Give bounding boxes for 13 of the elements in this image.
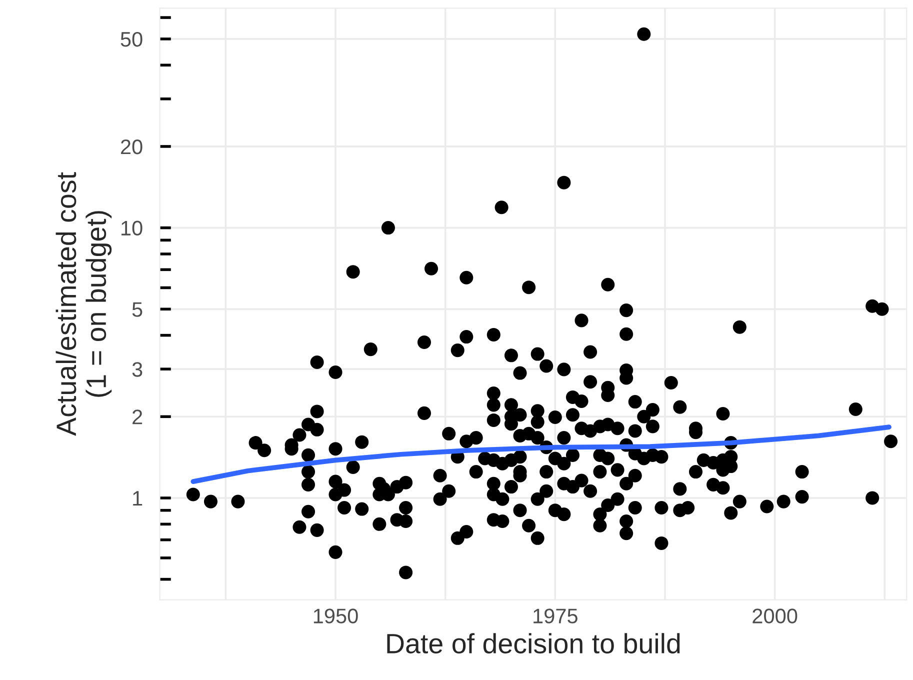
x-tick-label: 1975 <box>534 608 578 624</box>
y-tick-label: 3 <box>132 362 142 377</box>
line-series <box>190 424 892 484</box>
y-tick-label: 5 <box>132 302 142 317</box>
x-axis-title: Date of decision to build <box>387 633 680 654</box>
y-tick-label: 50 <box>120 32 142 47</box>
y-tick-label: 1 <box>133 491 142 506</box>
y-tick-label: 2 <box>132 410 142 424</box>
y-axis-title: Actual/estimated cost (1 = on budget) <box>56 172 112 436</box>
y-tick-label: 20 <box>120 139 142 154</box>
y-tick-label: 10 <box>122 220 142 236</box>
x-tick-label: 1950 <box>314 608 358 624</box>
x-tick-label: 2000 <box>752 608 798 624</box>
